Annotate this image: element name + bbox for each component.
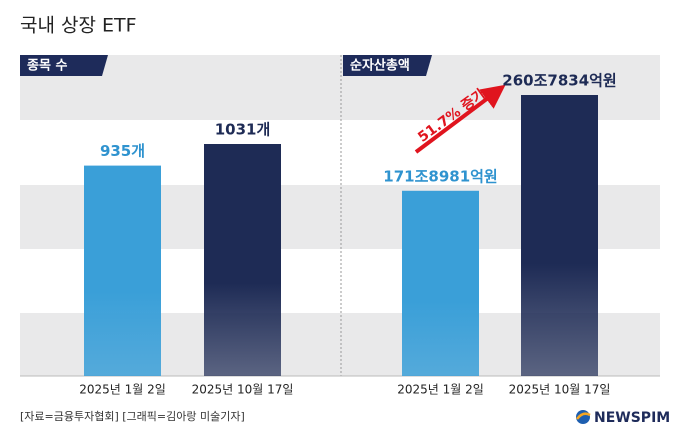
x-tick-label: 2025년 1월 2일	[397, 383, 484, 397]
value-label: 935개	[100, 142, 145, 160]
bar	[204, 144, 281, 376]
panel-title: 순자산총액	[350, 58, 410, 74]
value-label: 260조7834억원	[502, 72, 616, 90]
x-tick-label: 2025년 10월 17일	[192, 383, 294, 397]
panel-title: 종목 수	[27, 59, 67, 74]
panel-tab	[343, 55, 432, 76]
arrow	[414, 84, 506, 154]
logo-icon	[576, 412, 591, 420]
x-tick-label: 2025년 10월 17일	[509, 383, 611, 397]
value-label: 171조8981억원	[383, 167, 497, 185]
value-label: 1031개	[215, 121, 271, 139]
title: 국내 상장 ETF	[20, 15, 137, 37]
panel-tab	[20, 55, 108, 76]
logo: NEWSPIM	[594, 410, 670, 426]
x-tick-label: 2025년 1월 2일	[79, 383, 166, 397]
bar	[402, 190, 479, 376]
source: [자료=금융투자협회] [그래픽=김아랑 미술기자]	[20, 410, 245, 423]
bar	[84, 165, 161, 376]
bar	[521, 95, 598, 376]
